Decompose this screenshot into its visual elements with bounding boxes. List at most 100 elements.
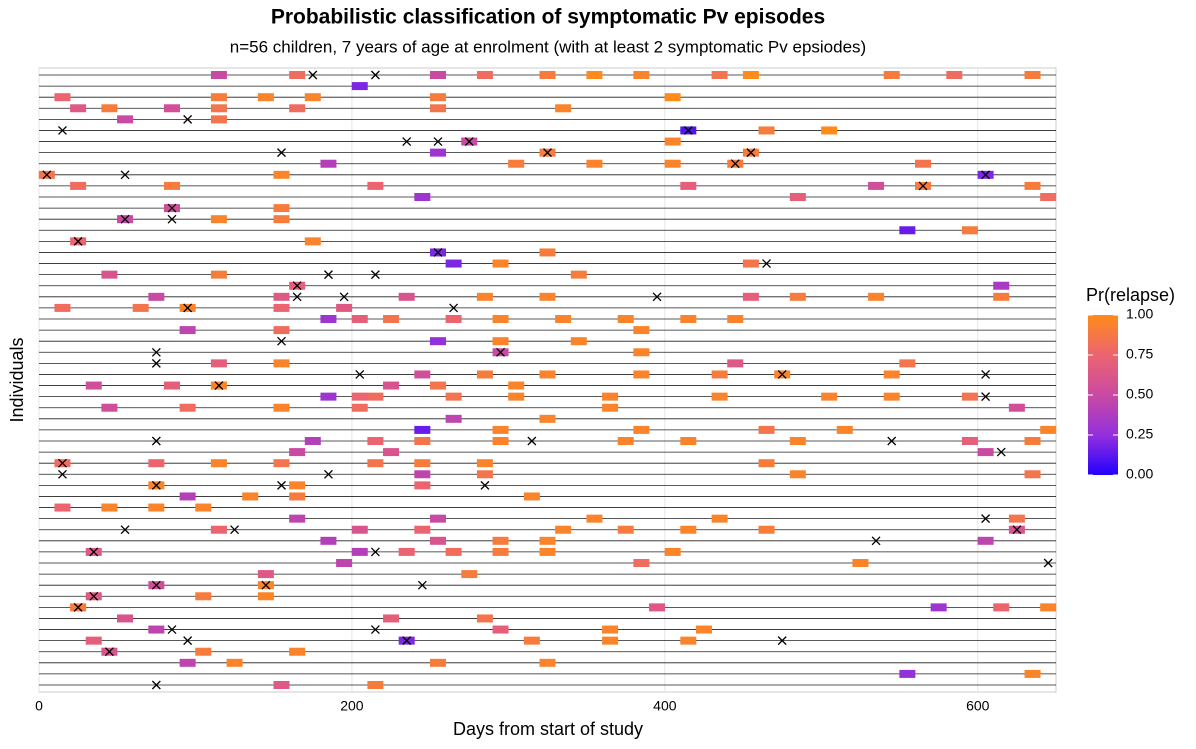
colorbar-tick-label: 0.25 bbox=[1126, 426, 1153, 442]
episode bbox=[101, 270, 118, 279]
cross-marker bbox=[104, 647, 114, 657]
episode bbox=[476, 614, 493, 623]
episode bbox=[257, 570, 274, 579]
episode bbox=[289, 104, 306, 113]
episode bbox=[539, 547, 556, 556]
x-tick-label: 200 bbox=[340, 698, 364, 714]
episode bbox=[602, 636, 619, 645]
cross-marker bbox=[433, 137, 443, 147]
episode bbox=[336, 303, 353, 312]
cross-marker bbox=[683, 125, 693, 135]
episode bbox=[633, 425, 650, 434]
cross-marker bbox=[543, 148, 552, 158]
episode bbox=[977, 536, 994, 545]
cross-marker bbox=[120, 170, 130, 180]
episode bbox=[210, 459, 227, 468]
episode bbox=[367, 181, 384, 190]
episode bbox=[476, 459, 493, 468]
cross-marker bbox=[464, 137, 474, 147]
cross-marker bbox=[777, 636, 787, 646]
chart-subtitle: n=56 children, 7 years of age at enrolme… bbox=[230, 37, 866, 56]
cross-marker bbox=[277, 148, 286, 158]
episode bbox=[179, 492, 196, 501]
episode bbox=[633, 559, 650, 567]
episode bbox=[539, 248, 556, 257]
cross-marker bbox=[167, 625, 177, 635]
cross-marker bbox=[73, 236, 83, 246]
episode bbox=[414, 425, 431, 434]
x-tick-label: 400 bbox=[653, 698, 677, 714]
episode bbox=[977, 448, 994, 457]
episode bbox=[85, 636, 102, 645]
episode bbox=[163, 104, 180, 113]
episode bbox=[210, 115, 227, 124]
episode bbox=[1024, 181, 1041, 190]
plot-border bbox=[38, 67, 1057, 693]
episode bbox=[429, 514, 446, 523]
cross-marker bbox=[652, 292, 662, 302]
episode bbox=[993, 603, 1010, 612]
episode bbox=[508, 159, 525, 168]
cross-marker bbox=[370, 625, 380, 635]
episode bbox=[304, 237, 321, 246]
cross-marker bbox=[762, 259, 772, 269]
cross-marker bbox=[981, 170, 991, 180]
episode bbox=[539, 414, 556, 423]
cross-marker bbox=[89, 591, 99, 601]
episode bbox=[711, 514, 728, 523]
episode bbox=[602, 403, 619, 412]
episode bbox=[1024, 470, 1041, 479]
episode bbox=[899, 226, 916, 235]
episode bbox=[101, 403, 118, 412]
episode bbox=[680, 636, 697, 645]
episode bbox=[664, 93, 681, 102]
episode bbox=[492, 437, 509, 445]
episode bbox=[289, 492, 306, 501]
episode bbox=[695, 625, 712, 634]
cross-marker bbox=[151, 358, 161, 368]
episode bbox=[602, 392, 619, 401]
cross-marker bbox=[277, 480, 286, 490]
episode bbox=[727, 315, 744, 323]
episode bbox=[101, 503, 118, 512]
y-axis-label: Individuals bbox=[7, 337, 27, 422]
cross-marker bbox=[323, 270, 333, 280]
cross-marker bbox=[1012, 525, 1022, 535]
cross-marker bbox=[151, 580, 161, 590]
episode bbox=[508, 392, 525, 401]
episode bbox=[101, 104, 118, 113]
cross-marker bbox=[292, 292, 302, 302]
cross-marker bbox=[355, 369, 365, 379]
episode bbox=[414, 470, 431, 479]
episode bbox=[680, 437, 697, 445]
episode bbox=[210, 359, 227, 368]
episode bbox=[586, 159, 603, 168]
episode bbox=[289, 481, 306, 490]
cross-marker bbox=[323, 469, 333, 479]
episode bbox=[961, 226, 978, 235]
episode bbox=[680, 181, 697, 190]
episode bbox=[445, 392, 462, 401]
episode bbox=[367, 681, 384, 689]
cross-marker bbox=[449, 303, 459, 313]
episode bbox=[445, 414, 462, 423]
episode bbox=[289, 514, 306, 523]
cross-marker bbox=[89, 547, 99, 557]
cross-marker bbox=[370, 70, 380, 80]
cross-marker bbox=[730, 159, 740, 169]
episode bbox=[915, 159, 932, 168]
cross-marker bbox=[42, 170, 52, 180]
episode bbox=[304, 93, 321, 102]
episode bbox=[289, 448, 306, 457]
episode bbox=[351, 315, 368, 323]
episode bbox=[383, 381, 400, 390]
cross-marker bbox=[292, 281, 302, 291]
cross-marker bbox=[746, 148, 756, 158]
episode bbox=[148, 625, 165, 634]
episode bbox=[523, 636, 540, 645]
episode bbox=[492, 625, 509, 634]
episode bbox=[883, 370, 900, 379]
episode bbox=[899, 669, 916, 678]
episode bbox=[476, 370, 493, 379]
